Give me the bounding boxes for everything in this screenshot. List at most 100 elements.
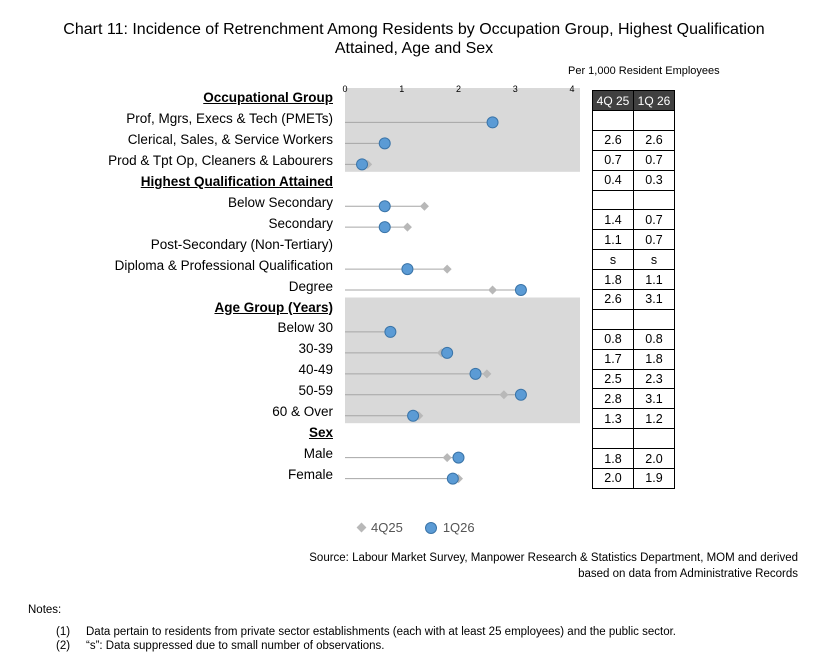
cell-1q26 [633, 189, 675, 211]
group-header: Occupational Group [203, 90, 333, 105]
legend: 4Q25 1Q26 [356, 520, 475, 535]
cell-1q26: s [633, 249, 675, 271]
table-header-4q25: 4Q 25 [592, 90, 634, 111]
source-line1: Source: Labour Market Survey, Manpower R… [309, 552, 798, 564]
marker-1q26 [378, 221, 391, 234]
table-row: 0.7 0.7 [592, 149, 675, 171]
cell-4q25: 1.1 [592, 229, 634, 251]
note-2-number: (2) [56, 640, 71, 652]
table-row: 0.4 0.3 [592, 169, 675, 191]
cell-1q26: 0.8 [633, 328, 675, 350]
table-row: 2.8 3.1 [592, 388, 675, 410]
row-label: Female [287, 467, 333, 483]
marker-1q26 [356, 158, 369, 171]
marker-1q26 [446, 472, 459, 485]
cell-1q26: 0.7 [633, 149, 675, 171]
cell-4q25: 0.8 [592, 328, 634, 350]
table-row: 1.7 1.8 [592, 348, 675, 370]
marker-4q25 [419, 201, 429, 211]
notes-title: Notes: [28, 604, 62, 616]
chart-title-line2: Attained, Age and Sex [334, 40, 494, 57]
table-row [592, 110, 675, 131]
cell-4q25: 2.6 [592, 289, 634, 310]
row-label: 40-49 [298, 362, 333, 378]
cell-1q26: 0.7 [633, 229, 675, 251]
cell-4q25 [592, 110, 634, 131]
note-2: (2) “s”: Data suppressed due to small num… [56, 640, 385, 652]
marker-4q25 [482, 369, 492, 379]
x-tick-label: 0 [342, 84, 347, 94]
cell-4q25 [592, 189, 634, 211]
row-label: Degree [288, 278, 333, 294]
marker-1q26 [384, 325, 397, 338]
cell-4q25: 1.8 [592, 269, 634, 291]
table-row: 2.6 3.1 [592, 289, 675, 310]
cell-4q25: 0.7 [592, 149, 634, 171]
cell-1q26: 2.6 [633, 129, 675, 151]
marker-4q25 [442, 264, 452, 274]
legend-label-4q25: 4Q25 [371, 520, 403, 535]
x-tick-label: 4 [569, 84, 574, 94]
chart-title-line1: Chart 11: Incidence of Retrenchment Amon… [63, 21, 765, 38]
marker-1q26 [514, 388, 527, 401]
marker-4q25 [402, 222, 412, 232]
marker-1q26 [407, 409, 420, 422]
cell-1q26 [633, 308, 675, 330]
marker-1q26 [378, 200, 391, 213]
shaded-band [345, 297, 580, 424]
marker-1q26 [486, 116, 499, 129]
cell-1q26: 0.7 [633, 209, 675, 231]
cell-4q25 [592, 428, 634, 450]
row-label: Secondary [268, 215, 333, 231]
cell-4q25: 1.7 [592, 348, 634, 370]
table-row: 1.8 1.1 [592, 269, 675, 291]
marker-4q25 [442, 453, 452, 463]
table-row [592, 428, 675, 450]
group-header: Sex [308, 425, 333, 441]
table-row [592, 189, 675, 211]
row-label: 50-59 [298, 383, 333, 399]
row-label: Diploma & Professional Qualification [114, 257, 333, 273]
cell-4q25: 1.4 [592, 209, 634, 231]
cell-1q26: 2.0 [633, 448, 675, 470]
cell-1q26: 1.9 [633, 468, 675, 489]
marker-1q26 [514, 284, 527, 297]
table-row [592, 308, 675, 330]
cell-4q25: 2.5 [592, 368, 634, 390]
cell-1q26 [633, 428, 675, 450]
cell-1q26: 1.1 [633, 269, 675, 291]
marker-1q26 [469, 367, 482, 380]
marker-1q26 [441, 346, 454, 359]
shaded-band [345, 88, 580, 172]
table-row: 1.8 2.0 [592, 448, 675, 470]
legend-diamond-icon [356, 522, 367, 533]
cell-4q25: 2.8 [592, 388, 634, 410]
table-row: 0.8 0.8 [592, 328, 675, 350]
row-label: Prof, Mgrs, Execs & Tech (PMETs) [126, 110, 333, 126]
row-label: 30-39 [298, 341, 333, 357]
unit-note: Per 1,000 Resident Employees [568, 65, 720, 77]
cell-1q26: 0.3 [633, 169, 675, 191]
marker-1q26 [378, 137, 391, 150]
table-row: 2.0 1.9 [592, 468, 675, 489]
note-1: (1) Data pertain to residents from privat… [56, 626, 676, 638]
x-tick-label: 1 [399, 84, 404, 94]
group-header: Age Group (Years) [214, 299, 333, 315]
row-label: 60 & Over [272, 404, 333, 420]
source-line2: based on data from Administrative Record… [578, 568, 798, 580]
note-1-text: Data pertain to residents from private s… [86, 626, 676, 638]
cell-4q25: 0.4 [592, 169, 634, 191]
cell-1q26: 3.1 [633, 388, 675, 410]
cell-4q25: 2.0 [592, 468, 634, 489]
row-label: Prod & Tpt Op, Cleaners & Labourers [108, 152, 333, 168]
source-note: Source: Labour Market Survey, Manpower R… [238, 550, 798, 582]
marker-1q26 [452, 451, 465, 464]
cell-4q25: s [592, 249, 634, 271]
x-tick-label: 3 [513, 84, 518, 94]
table-row: 1.1 0.7 [592, 229, 675, 251]
legend-circle-icon [424, 521, 437, 534]
cell-4q25: 1.3 [592, 408, 634, 430]
cell-1q26: 2.3 [633, 368, 675, 390]
